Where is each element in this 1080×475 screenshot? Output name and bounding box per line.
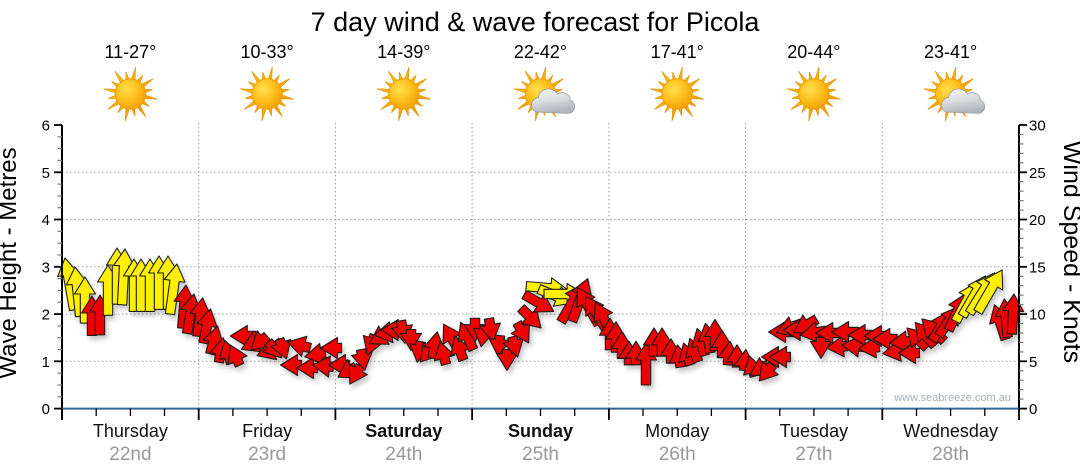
svg-text:Friday: Friday [242,421,292,441]
svg-text:26th: 26th [659,444,696,465]
svg-text:17-41°: 17-41° [651,42,704,62]
svg-text:28th: 28th [932,444,969,465]
svg-text:Saturday: Saturday [365,421,442,441]
svg-text:7 day wind & wave forecast for: 7 day wind & wave forecast for Picola [311,7,761,37]
svg-text:27th: 27th [795,444,832,465]
svg-text:5: 5 [1029,354,1037,371]
svg-text:Wave Height - Metres: Wave Height - Metres [0,147,22,378]
svg-text:Tuesday: Tuesday [780,421,848,441]
svg-text:0: 0 [1029,401,1037,418]
svg-text:10-33°: 10-33° [240,42,293,62]
svg-text:20: 20 [1029,212,1046,229]
svg-text:1: 1 [42,354,50,371]
svg-text:25: 25 [1029,165,1046,182]
svg-text:Wind Speed - Knots: Wind Speed - Knots [1058,141,1080,363]
svg-text:6: 6 [42,118,50,135]
svg-text:Sunday: Sunday [508,421,573,441]
svg-text:23rd: 23rd [248,444,286,465]
svg-text:25th: 25th [522,444,559,465]
svg-text:10: 10 [1029,307,1046,324]
svg-text:11-27°: 11-27° [104,42,156,62]
svg-text:Wednesday: Wednesday [903,421,998,441]
svg-text:22-42°: 22-42° [514,42,567,62]
svg-text:2: 2 [42,307,50,324]
svg-text:30: 30 [1029,118,1046,135]
svg-text:Thursday: Thursday [93,421,168,441]
svg-text:24th: 24th [385,444,422,465]
svg-text:5: 5 [42,165,50,182]
svg-text:20-44°: 20-44° [787,42,840,62]
svg-text:22nd: 22nd [109,444,151,465]
svg-text:14-39°: 14-39° [377,42,430,62]
svg-text:15: 15 [1029,259,1046,276]
svg-text:0: 0 [42,401,50,418]
svg-text:www.seabreeze.com.au: www.seabreeze.com.au [893,392,1011,404]
svg-text:4: 4 [42,212,50,229]
svg-text:Monday: Monday [645,421,709,441]
svg-text:23-41°: 23-41° [924,42,977,62]
svg-text:3: 3 [42,259,50,276]
